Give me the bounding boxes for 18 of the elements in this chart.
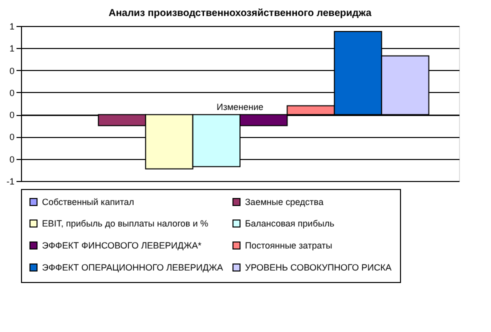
legend-label: УРОВЕНЬ СОВОКУПНОГО РИСКА: [245, 262, 392, 272]
legend-label: ЭФФЕКТ ФИНСОВОГО ЛЕВЕРИДЖА*: [42, 240, 202, 250]
y-tick-label: 1: [9, 22, 14, 32]
legend-label: Заемные средства: [245, 196, 324, 207]
legend-label: Балансовая прибыль: [245, 218, 335, 228]
x-tick-label: Изменение: [216, 102, 264, 112]
y-tick-label: -1: [6, 176, 14, 186]
legend-label: EBIT, прибыль до выплаты налогов и %: [42, 218, 208, 228]
y-tick-label: 0: [9, 66, 14, 76]
y-tick-label: 0: [9, 110, 14, 120]
legend-label: ЭФФЕКТ ОПЕРАЦИОННОГО ЛЕВЕРИДЖА: [42, 262, 224, 272]
chart-title: Анализ производственнохозяйственного левериджа: [108, 8, 372, 19]
legend-label: Собственный капитал: [42, 196, 134, 207]
y-tick-label: 0: [9, 154, 14, 164]
y-tick-label: 0: [9, 88, 14, 98]
legend-label: Постоянные затраты: [245, 240, 332, 250]
y-tick-label: 1: [9, 44, 14, 54]
y-tick-label: 0: [9, 132, 14, 142]
